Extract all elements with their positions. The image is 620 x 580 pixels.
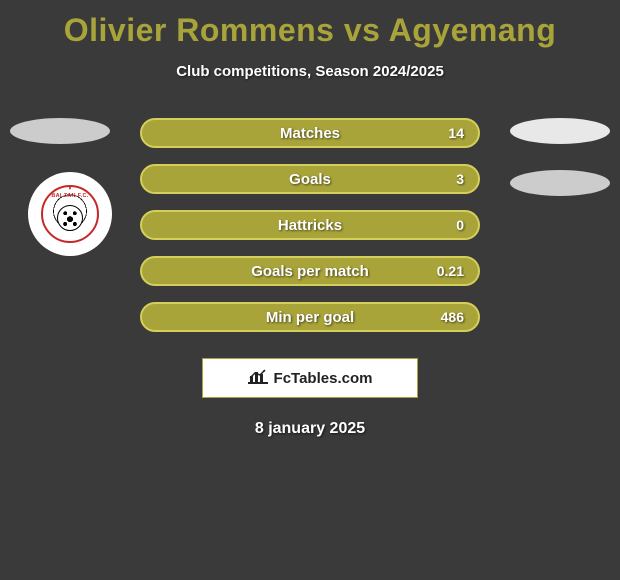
stat-value: 486: [441, 309, 464, 325]
page-title: Olivier Rommens vs Agyemang: [0, 0, 620, 49]
bar-chart-icon: [248, 368, 268, 389]
stat-row-matches: Matches 14: [0, 118, 620, 148]
stat-row-goals-per-match: Goals per match 0.21: [0, 256, 620, 286]
stat-row-goals: Goals 3: [0, 164, 620, 194]
stat-row-hattricks: Hattricks 0: [0, 210, 620, 240]
stat-value: 14: [448, 125, 464, 141]
stat-label: Hattricks: [278, 217, 342, 234]
stat-bar: Goals 3: [140, 164, 480, 194]
stat-row-min-per-goal: Min per goal 486: [0, 302, 620, 332]
footer-brand-box[interactable]: FcTables.com: [202, 358, 418, 398]
date-text: 8 january 2025: [0, 420, 620, 438]
stat-label: Matches: [280, 125, 340, 142]
stat-bar: Hattricks 0: [140, 210, 480, 240]
footer-brand-text: FcTables.com: [274, 370, 373, 387]
stat-value: 0.21: [437, 263, 464, 279]
stat-value: 3: [456, 171, 464, 187]
subtitle: Club competitions, Season 2024/2025: [0, 63, 620, 80]
stat-bar: Matches 14: [140, 118, 480, 148]
stat-label: Min per goal: [266, 309, 354, 326]
stat-value: 0: [456, 217, 464, 233]
stat-label: Goals: [289, 171, 331, 188]
stat-bar: Goals per match 0.21: [140, 256, 480, 286]
stats-area: ✝ BALZAN F.C. Matches 14 Goals 3 Hattric…: [0, 118, 620, 332]
stat-label: Goals per match: [251, 263, 369, 280]
stat-bar: Min per goal 486: [140, 302, 480, 332]
